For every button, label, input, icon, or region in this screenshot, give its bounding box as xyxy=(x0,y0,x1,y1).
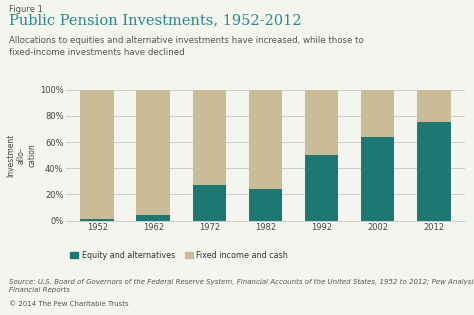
Bar xyxy=(192,90,226,185)
Bar xyxy=(305,90,338,155)
Bar xyxy=(81,219,114,220)
Bar xyxy=(249,189,282,220)
Bar xyxy=(249,90,282,189)
Bar xyxy=(137,215,170,220)
Bar xyxy=(81,90,114,219)
Text: © 2014 The Pew Charitable Trusts: © 2014 The Pew Charitable Trusts xyxy=(9,301,129,307)
Text: Figure 1: Figure 1 xyxy=(9,5,43,14)
Bar xyxy=(192,185,226,220)
Text: Public Pension Investments, 1952-2012: Public Pension Investments, 1952-2012 xyxy=(9,13,302,27)
Bar xyxy=(361,90,394,137)
Bar xyxy=(361,137,394,220)
Bar xyxy=(137,90,170,215)
Y-axis label: Investment
allo-
cation: Investment allo- cation xyxy=(6,134,37,177)
Legend: Equity and alternatives, Fixed income and cash: Equity and alternatives, Fixed income an… xyxy=(70,251,288,260)
Text: Allocations to equities and alternative investments have increased, while those : Allocations to equities and alternative … xyxy=(9,36,364,57)
Bar xyxy=(305,155,338,220)
Bar xyxy=(417,90,450,123)
Text: Source: U.S. Board of Governors of the Federal Reserve System, Financial Account: Source: U.S. Board of Governors of the F… xyxy=(9,279,474,293)
Bar xyxy=(417,123,450,220)
